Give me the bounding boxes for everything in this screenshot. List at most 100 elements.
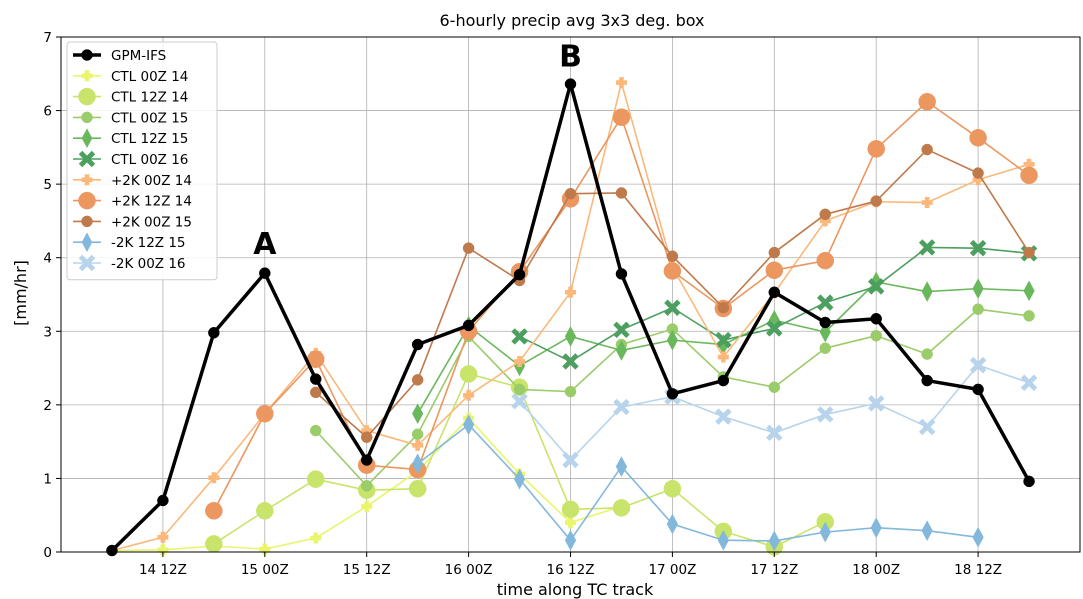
x-tick-label: 16 12Z <box>547 562 595 578</box>
data-point <box>819 316 831 329</box>
data-point <box>921 197 933 209</box>
axis-ticks: 0 1 2 3 4 5 6 7 14 12Z 15 00Z 15 12Z 16 00Z 16 12Z 17… <box>43 30 1002 578</box>
data-point <box>1023 310 1035 322</box>
y-tick-label: 1 <box>43 471 52 487</box>
x-axis-label: time along TC track <box>497 580 654 599</box>
data-point <box>511 328 528 345</box>
data-point <box>613 321 630 339</box>
data-point <box>412 403 424 425</box>
legend-item: -2K 12Z 15 <box>73 232 186 252</box>
legend-item: CTL 00Z 14 <box>73 69 188 85</box>
data-point <box>310 532 322 544</box>
data-point <box>1023 246 1035 259</box>
x-tick-label: 17 00Z <box>648 562 696 578</box>
series-line <box>213 100 1030 512</box>
legend-item: CTL 00Z 16 <box>73 150 188 168</box>
data-point <box>921 348 933 360</box>
data-point <box>564 187 577 200</box>
data-point <box>918 418 936 436</box>
data-point <box>666 250 679 262</box>
legend-swatch-marker <box>81 111 93 124</box>
series-9 <box>412 414 984 552</box>
x-tick-label: 18 00Z <box>852 562 900 578</box>
legend-label: CTL 00Z 16 <box>111 152 188 168</box>
data-point <box>717 351 729 363</box>
data-point <box>562 451 579 469</box>
chart-title: 6-hourly precip avg 3x3 deg. box <box>440 11 705 30</box>
legend-label: +2K 12Z 14 <box>111 194 192 210</box>
legend-swatch-marker <box>81 70 93 82</box>
data-point <box>663 479 682 498</box>
data-point <box>766 424 783 442</box>
data-point <box>768 246 781 259</box>
data-point <box>969 356 987 374</box>
legend-swatch-marker <box>78 254 96 272</box>
y-tick-label: 0 <box>43 545 52 561</box>
annotation-label: B <box>559 39 582 74</box>
data-point <box>157 544 169 556</box>
data-point <box>256 404 274 423</box>
data-point <box>360 480 373 492</box>
data-point <box>462 319 475 332</box>
series-2 <box>205 365 834 556</box>
data-point <box>819 321 831 343</box>
data-point <box>972 303 984 315</box>
data-point <box>205 502 223 520</box>
data-point <box>157 494 169 507</box>
data-point <box>972 167 984 179</box>
data-point <box>715 331 732 349</box>
data-point <box>513 383 526 396</box>
data-point <box>921 520 933 542</box>
data-point <box>565 286 576 298</box>
data-point <box>259 543 271 555</box>
series-7 <box>205 92 1038 520</box>
data-point <box>717 529 729 551</box>
data-point <box>562 353 579 370</box>
data-point <box>867 395 885 412</box>
y-tick-label: 6 <box>43 104 52 120</box>
x-tick-label: 14 12Z <box>139 562 187 578</box>
data-point <box>972 278 984 299</box>
data-point <box>819 342 831 354</box>
data-point <box>360 431 373 443</box>
legend-label: +2K 00Z 15 <box>111 214 192 230</box>
data-point <box>361 425 373 437</box>
data-point <box>463 389 475 401</box>
data-point <box>819 208 831 221</box>
data-point <box>615 456 628 478</box>
data-point <box>310 386 322 399</box>
data-point <box>412 439 424 451</box>
data-point <box>564 529 577 551</box>
series-0 <box>106 78 1035 557</box>
legend-item: CTL 00Z 15 <box>73 110 188 126</box>
data-point <box>715 408 732 425</box>
data-point <box>106 544 118 557</box>
data-point <box>717 301 730 314</box>
data-point <box>208 327 220 339</box>
legend-item: CTL 12Z 14 <box>73 87 188 106</box>
data-point <box>870 313 882 325</box>
data-point <box>561 500 580 519</box>
data-point <box>870 517 882 539</box>
legend-swatch-marker <box>78 150 96 168</box>
data-point <box>514 355 526 367</box>
data-point <box>819 215 831 227</box>
data-point <box>663 262 682 280</box>
data-point <box>205 535 223 553</box>
legend-item: +2K 12Z 14 <box>73 191 192 210</box>
data-point <box>819 521 831 543</box>
data-point <box>766 320 783 337</box>
data-point <box>615 340 628 361</box>
annotation-label: A <box>253 227 277 262</box>
legend-swatch-marker <box>78 191 96 210</box>
data-point <box>310 424 322 437</box>
data-point <box>307 470 325 488</box>
data-point <box>612 499 631 517</box>
y-tick-label: 4 <box>43 251 52 267</box>
data-point <box>1023 158 1035 170</box>
data-point <box>972 174 984 186</box>
data-point <box>564 385 577 398</box>
legend-item: CTL 12Z 15 <box>73 128 188 148</box>
series-line <box>417 423 979 542</box>
